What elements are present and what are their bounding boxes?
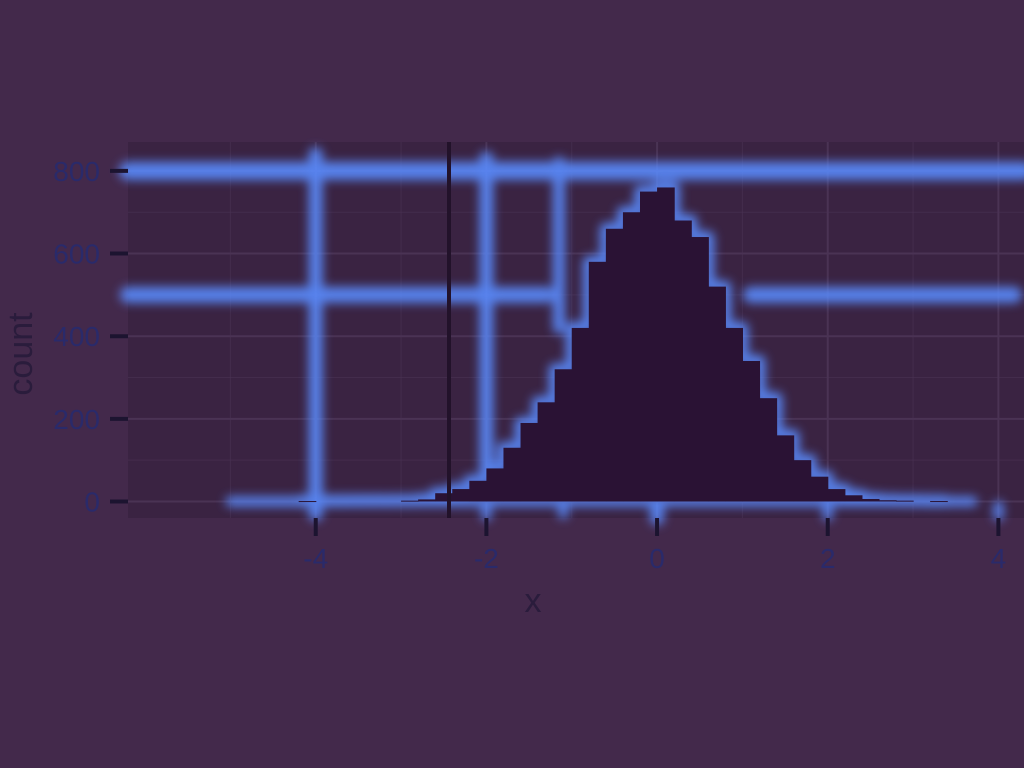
histogram-bar xyxy=(605,228,624,502)
x-tick-label: 0 xyxy=(649,543,665,574)
histogram-bar xyxy=(418,499,436,502)
histogram-bar xyxy=(759,398,778,502)
histogram-bar xyxy=(452,489,470,502)
histogram-bar xyxy=(640,191,658,502)
y-axis-title: count xyxy=(2,312,40,396)
histogram-bar xyxy=(827,489,846,502)
histogram-bar xyxy=(725,327,743,502)
histogram-bar xyxy=(298,501,317,503)
axes: 0 200 400 600 800 -4 -2 0 2 4 xyxy=(53,156,1006,574)
histogram-bar xyxy=(708,286,726,502)
y-tick-label: 0 xyxy=(84,486,100,517)
histogram-bars xyxy=(298,187,948,503)
histogram-bar xyxy=(861,498,880,502)
histogram-bar xyxy=(520,422,539,502)
histogram-bar xyxy=(571,327,590,502)
histogram-bar xyxy=(742,360,761,502)
histogram-bar xyxy=(691,237,709,502)
x-tick-label: -2 xyxy=(474,543,499,574)
histogram-bar xyxy=(674,220,692,502)
histogram-bar xyxy=(486,468,505,502)
histogram-bar xyxy=(401,500,419,502)
histogram-bar xyxy=(588,261,607,502)
histogram-bar xyxy=(930,501,948,503)
y-tick-label: 800 xyxy=(53,156,100,187)
histogram-bar xyxy=(503,447,522,502)
histogram-bar xyxy=(554,369,573,502)
y-tick-label: 200 xyxy=(53,404,100,435)
histogram-bar xyxy=(657,187,675,502)
x-tick-label: -4 xyxy=(303,543,328,574)
histogram-bar xyxy=(469,480,487,502)
histogram-bar xyxy=(878,500,897,502)
histogram-bar xyxy=(435,493,453,502)
histogram-bar xyxy=(896,500,914,502)
x-tick-label: 2 xyxy=(820,543,836,574)
x-axis-title: x xyxy=(525,582,542,620)
x-tick-label: 4 xyxy=(991,543,1007,574)
histogram-bar xyxy=(810,476,829,502)
histogram-bar xyxy=(776,435,795,502)
y-tick-label: 600 xyxy=(53,239,100,270)
histogram-bar xyxy=(844,495,863,502)
histogram-bar xyxy=(793,460,812,502)
y-tick-label: 400 xyxy=(53,321,100,352)
histogram-bar xyxy=(622,212,641,502)
histogram-bar xyxy=(537,402,556,502)
